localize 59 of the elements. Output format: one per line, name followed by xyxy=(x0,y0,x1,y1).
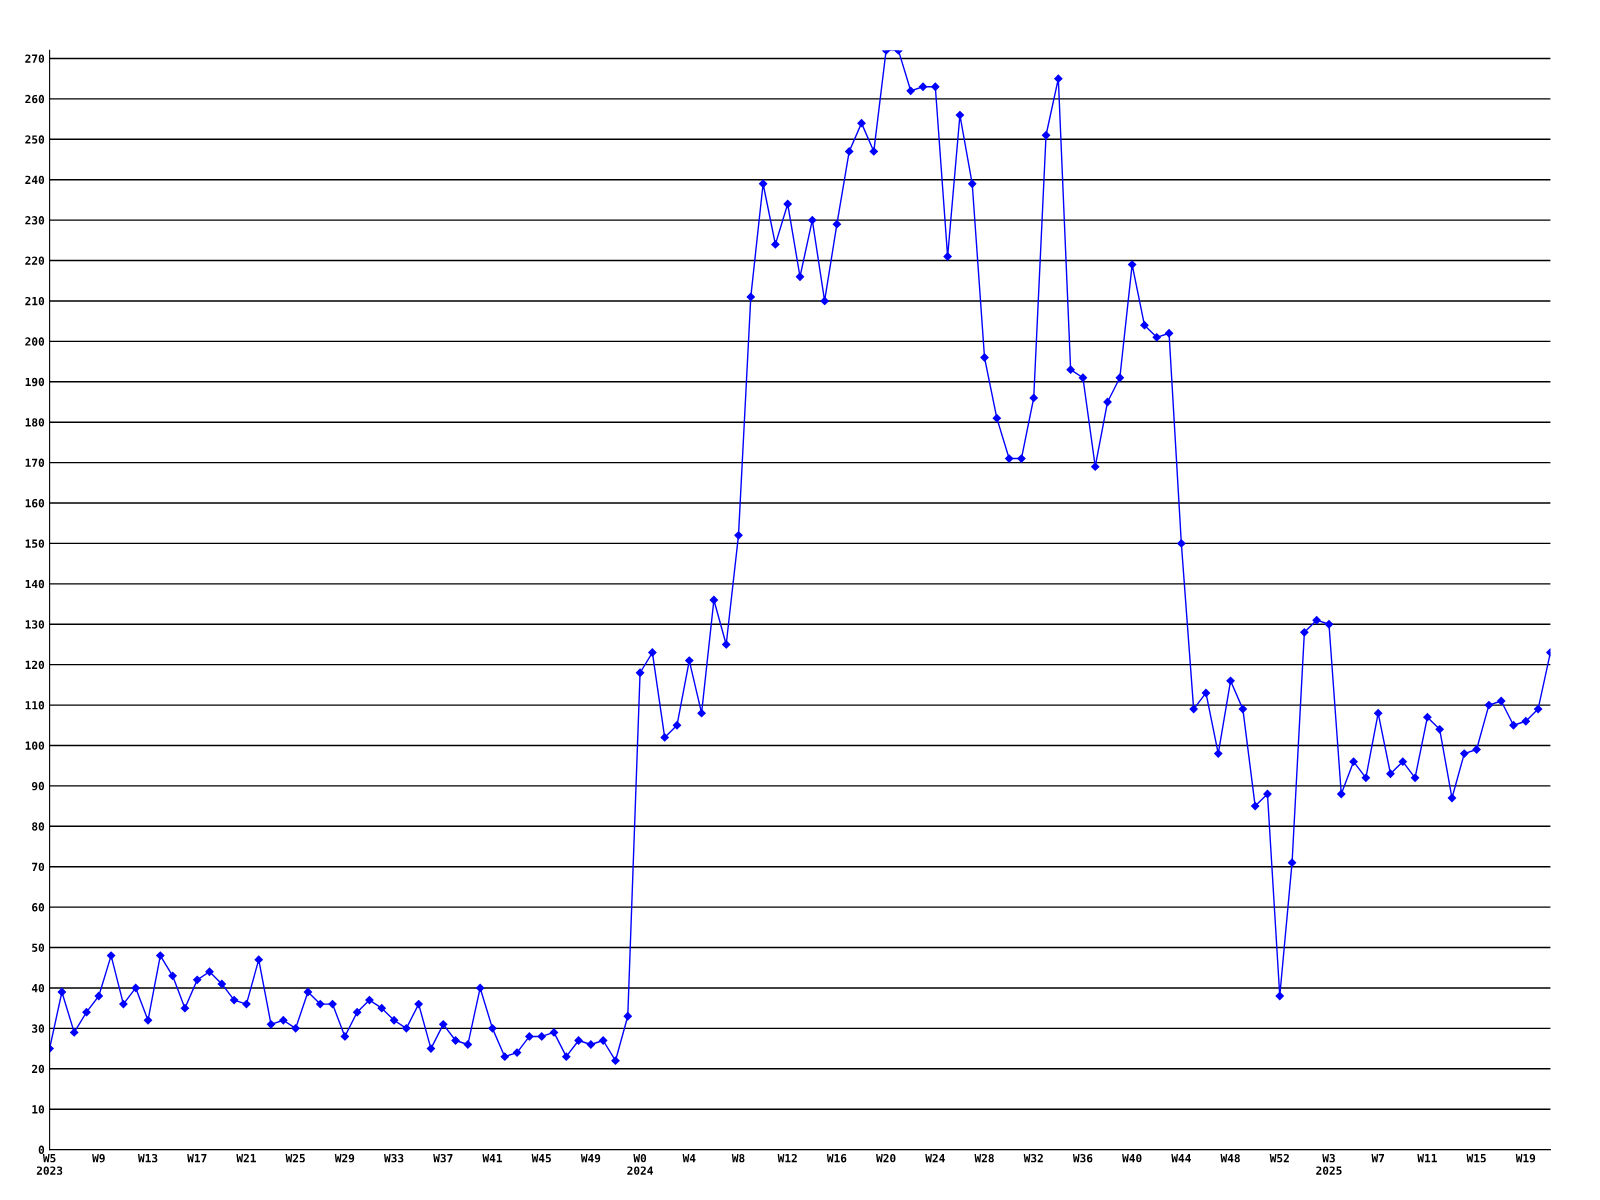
x-tick-label: W7 xyxy=(1371,1154,1385,1163)
x-tick-label: W25 xyxy=(285,1153,305,1163)
y-tick-label: 170 xyxy=(25,458,45,467)
x-tick-label: W8 xyxy=(731,1153,745,1163)
x-tick-label: W5 2023 xyxy=(36,1154,63,1175)
x-tick-label: W21 xyxy=(236,1153,256,1163)
y-tick-label: 210 xyxy=(25,296,45,306)
y-tick-label: 30 xyxy=(32,1024,45,1033)
y-tick-label: 40 xyxy=(31,983,45,993)
x-tick-label: W11 xyxy=(1417,1154,1437,1163)
x-tick-label: W20 xyxy=(876,1153,896,1163)
y-tick-label: 90 xyxy=(31,781,45,791)
y-tick-label: 80 xyxy=(32,822,45,831)
x-tick-label: W48 xyxy=(1220,1153,1240,1163)
x-tick-label: W16 xyxy=(826,1153,847,1163)
x-tick-label: W15 xyxy=(1466,1154,1486,1163)
y-tick-label: 220 xyxy=(25,256,45,265)
x-tick-label: W4 xyxy=(682,1154,696,1163)
x-tick-label: W44 xyxy=(1171,1154,1191,1163)
x-tick-label: W33 xyxy=(384,1153,404,1163)
x-tick-label: W52 xyxy=(1269,1153,1289,1163)
y-tick-label: 200 xyxy=(25,337,45,346)
y-tick-label: 190 xyxy=(25,377,45,387)
y-tick-label: 230 xyxy=(25,216,45,225)
x-tick-label: W28 xyxy=(974,1153,994,1163)
y-tick-label: 110 xyxy=(25,701,45,710)
y-tick-label: 180 xyxy=(25,418,45,427)
y-tick-label: 130 xyxy=(25,620,45,629)
x-tick-label: W24 xyxy=(925,1153,945,1163)
y-tick-label: 60 xyxy=(32,903,45,912)
y-tick-label: 160 xyxy=(25,498,45,508)
x-tick-label: W3 2025 xyxy=(1316,1153,1342,1175)
x-tick-label: W0 2024 xyxy=(627,1153,653,1175)
x-tick-label: W29 xyxy=(334,1153,355,1163)
y-tick-label: 250 xyxy=(25,135,45,144)
y-tick-label: 20 xyxy=(31,1064,45,1074)
x-tick-label: W9 xyxy=(92,1154,105,1163)
x-tick-label: W41 xyxy=(482,1154,502,1163)
x-tick-label: W19 xyxy=(1515,1154,1536,1163)
y-tick-label: 120 xyxy=(25,660,45,670)
y-tick-label: 10 xyxy=(32,1105,45,1114)
y-tick-label: 70 xyxy=(32,862,45,872)
x-tick-label: W36 xyxy=(1072,1153,1093,1163)
y-tick-label: 0 xyxy=(38,1145,45,1154)
x-tick-label: W49 xyxy=(580,1154,601,1163)
x-tick-label: W13 xyxy=(137,1153,158,1163)
y-tick-label: 140 xyxy=(25,579,45,589)
y-tick-label: 270 xyxy=(25,54,45,63)
y-tick-label: 150 xyxy=(25,539,45,548)
y-tick-label: 100 xyxy=(25,741,45,750)
x-tick-label: W32 xyxy=(1023,1153,1043,1163)
y-tick-label: 50 xyxy=(32,943,45,952)
x-tick-label: W40 xyxy=(1122,1153,1142,1163)
x-tick-label: W37 xyxy=(433,1153,453,1163)
y-tick-label: 260 xyxy=(25,94,45,104)
x-tick-label: W17 xyxy=(187,1154,207,1163)
x-tick-label: W12 xyxy=(777,1153,797,1163)
y-tick-label: 240 xyxy=(25,175,45,185)
x-tick-label: W45 xyxy=(531,1154,551,1163)
